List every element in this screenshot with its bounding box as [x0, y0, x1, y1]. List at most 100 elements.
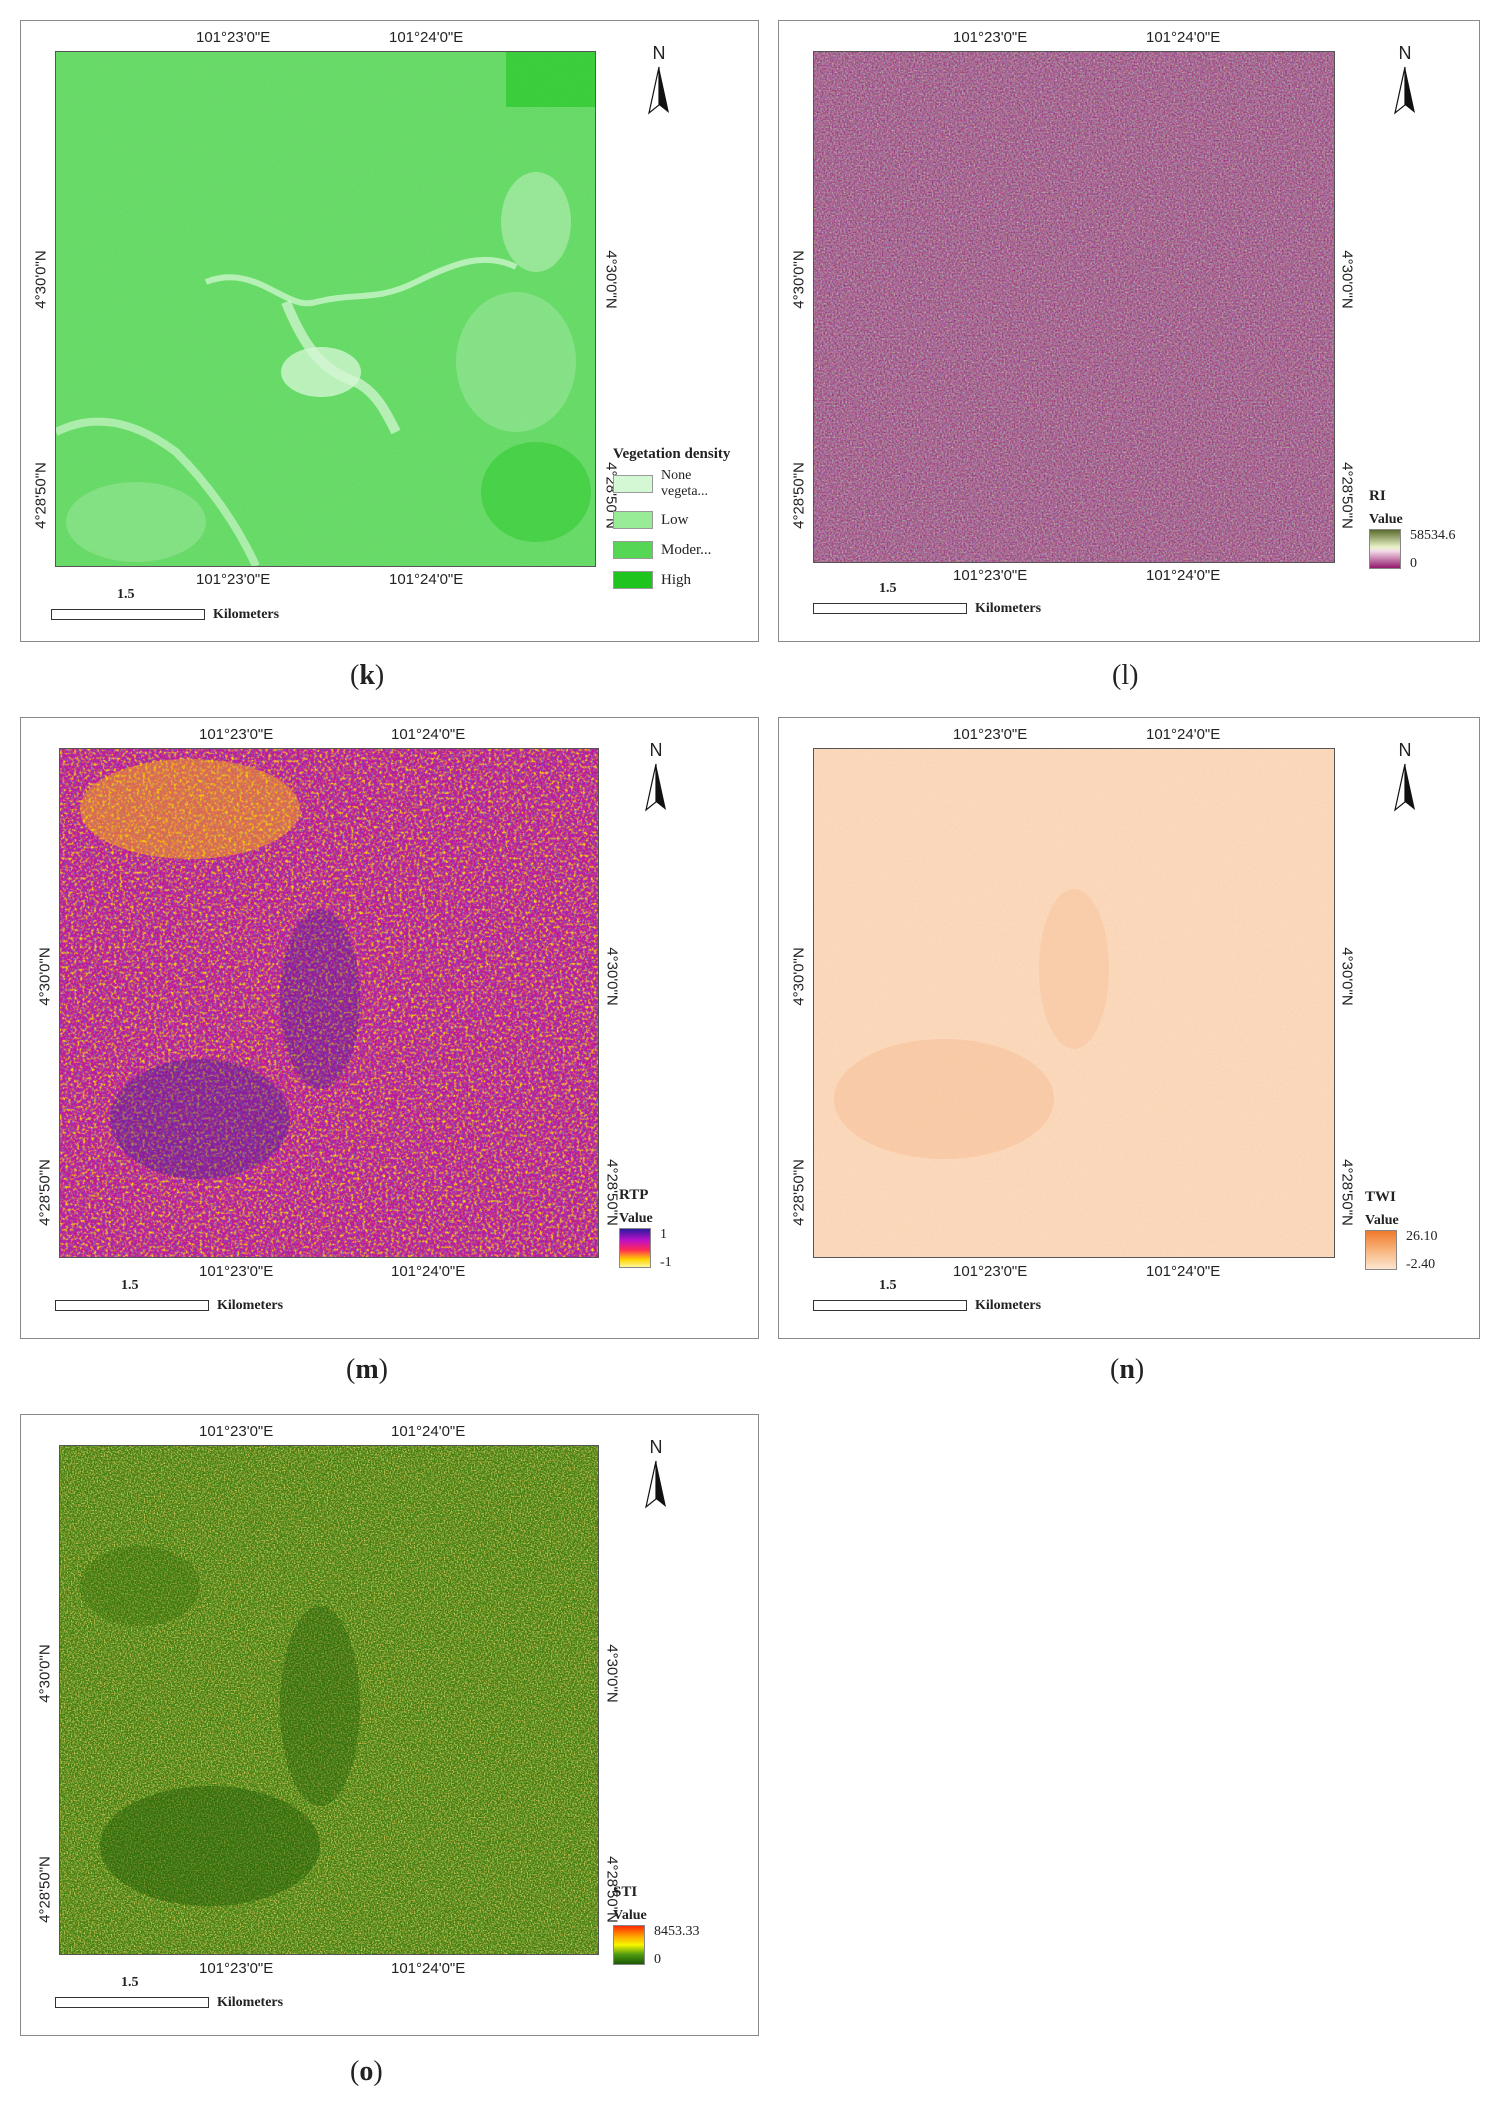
north-label: N: [653, 43, 666, 63]
legend-swatch: [613, 475, 653, 493]
raster-map-rtp: [59, 748, 599, 1258]
legend-subtitle: Value: [1369, 512, 1403, 527]
legend-swatch: [613, 511, 653, 529]
ramp-min: -1: [660, 1255, 672, 1270]
lat-label-left-upper: 4°30'0"N: [790, 947, 808, 1006]
scale-unit: Kilometers: [217, 1298, 284, 1313]
legend-subtitle: Value: [613, 1908, 647, 1923]
legend-title: TWI: [1365, 1189, 1396, 1205]
lat-label-left-lower: 4°28'50"N: [32, 462, 50, 529]
lat-label-right-upper: 4°30'0"N: [602, 250, 620, 309]
svg-text:N: N: [1399, 43, 1412, 63]
svg-text:N: N: [650, 740, 663, 760]
lon-label-bottom-left: 101°23'0"E: [196, 571, 271, 588]
caption-l: (l): [1112, 660, 1139, 691]
scale-bar-graphic: [813, 1300, 967, 1311]
lat-label-left-lower: 4°28'50"N: [36, 1856, 54, 1923]
scale-bar: 1.5 Kilometers: [51, 587, 371, 627]
scale-bar: 1.5 Kilometers: [55, 1278, 375, 1318]
lon-label-bottom-right: 101°24'0"E: [1146, 567, 1221, 584]
scale-bar: 1.5 Kilometers: [813, 1278, 1133, 1318]
scale-bar-graphic: [55, 1300, 209, 1311]
legend-item: None vegeta...: [613, 468, 743, 499]
lat-label-left-upper: 4°30'0"N: [790, 250, 808, 309]
north-arrow-icon: N: [636, 740, 676, 820]
lon-label-bottom-left: 101°23'0"E: [199, 1960, 274, 1977]
legend-label: Low: [661, 511, 689, 528]
lat-label-left-lower: 4°28'50"N: [790, 1159, 808, 1226]
lon-label-top-right: 101°24'0"E: [1146, 726, 1221, 743]
lon-label-bottom-right: 101°24'0"E: [389, 571, 464, 588]
scale-bar-graphic: [55, 1997, 209, 2008]
lat-label-right-lower: 4°28'50"N: [1338, 1159, 1356, 1226]
legend-item: Moder...: [613, 535, 743, 565]
lat-label-right-upper: 4°30'0"N: [603, 947, 621, 1006]
lat-label-right-lower: 4°28'50"N: [603, 1159, 621, 1226]
lat-label-left-upper: 4°30'0"N: [36, 947, 54, 1006]
legend-ri: RI Value 58534.6 0: [1369, 487, 1474, 571]
scale-bar: 1.5 Kilometers: [813, 581, 1133, 621]
lon-label-top-right: 101°24'0"E: [389, 29, 464, 46]
lat-label-right-upper: 4°30'0"N: [1338, 250, 1356, 309]
map-panel-m: 101°23'0"E 101°24'0"E 4°30'0"N 4°28'50"N: [20, 717, 759, 1339]
ramp-max: 1: [660, 1227, 667, 1242]
scale-bar-graphic: [813, 603, 967, 614]
lon-label-bottom-right: 101°24'0"E: [391, 1263, 466, 1280]
lon-label-top-left: 101°23'0"E: [196, 29, 271, 46]
lat-label-left-lower: 4°28'50"N: [36, 1159, 54, 1226]
caption-n: (n): [1110, 1354, 1145, 1385]
legend-swatch: [613, 571, 653, 589]
caption-k: (k): [350, 660, 385, 691]
map-panel-k: 101°23'0"E 101°24'0"E 4°30'0"N 4°28'50"N…: [20, 20, 759, 642]
north-arrow-icon: N: [1385, 740, 1425, 820]
map-panel-n: 101°23'0"E 101°24'0"E 4°30'0"N 4°28'50"N…: [778, 717, 1480, 1339]
legend-title: Vegetation density: [613, 446, 731, 462]
legend-item: Low: [613, 505, 743, 535]
raster-map-vegetation: [55, 51, 596, 567]
legend-rtp: RTP Value 1 -1: [619, 1186, 724, 1270]
lon-label-bottom-left: 101°23'0"E: [953, 567, 1028, 584]
lat-label-left-lower: 4°28'50"N: [790, 462, 808, 529]
legend-subtitle: Value: [1365, 1213, 1399, 1228]
ramp-min: 0: [1410, 556, 1417, 571]
lat-label-right-upper: 4°30'0"N: [1338, 947, 1356, 1006]
north-arrow-icon: N: [1385, 43, 1425, 123]
lon-label-bottom-right: 101°24'0"E: [1146, 1263, 1221, 1280]
legend-swatch: [613, 541, 653, 559]
raster-map-twi: [813, 748, 1335, 1258]
lon-label-bottom-left: 101°23'0"E: [953, 1263, 1028, 1280]
legend-color-ramp: 26.10 -2.40: [1365, 1229, 1438, 1272]
scale-bar-graphic: [51, 609, 205, 620]
lon-label-top-left: 101°23'0"E: [199, 1423, 274, 1440]
legend-sti: STI Value 8453.33 0: [613, 1883, 733, 1967]
lon-label-bottom-right: 101°24'0"E: [391, 1960, 466, 1977]
lon-label-top-right: 101°24'0"E: [391, 1423, 466, 1440]
ramp-max: 58534.6: [1410, 528, 1456, 543]
raster-map-ri: [813, 51, 1335, 563]
legend-title: RI: [1369, 488, 1386, 504]
map-panel-l: 101°23'0"E 101°24'0"E 4°30'0"N 4°28'50"N…: [778, 20, 1480, 642]
legend-label: High: [661, 571, 691, 588]
lon-label-top-left: 101°23'0"E: [199, 726, 274, 743]
ramp-max: 8453.33: [654, 1924, 700, 1939]
lon-label-top-right: 101°24'0"E: [1146, 29, 1221, 46]
scale-value: 1.5: [121, 1278, 139, 1293]
scale-bar: 1.5 Kilometers: [55, 1975, 375, 2015]
legend-title: STI: [613, 1884, 638, 1900]
legend-title: RTP: [619, 1187, 649, 1203]
legend-item: High: [613, 565, 743, 595]
scale-value: 1.5: [879, 581, 897, 596]
scale-unit: Kilometers: [975, 601, 1042, 616]
legend-color-ramp: 8453.33 0: [613, 1924, 700, 1967]
legend-vegetation: Vegetation density None vegeta... Low Mo…: [613, 445, 743, 595]
raster-map-sti: [59, 1445, 599, 1955]
north-arrow-icon: N: [636, 1437, 676, 1517]
scale-value: 1.5: [879, 1278, 897, 1293]
caption-o: (o): [350, 2056, 383, 2087]
ramp-min: -2.40: [1406, 1257, 1436, 1272]
caption-m: (m): [346, 1354, 388, 1385]
lon-label-top-right: 101°24'0"E: [391, 726, 466, 743]
lon-label-top-left: 101°23'0"E: [953, 726, 1028, 743]
legend-subtitle: Value: [619, 1211, 653, 1226]
legend-color-ramp: 58534.6 0: [1369, 528, 1456, 571]
